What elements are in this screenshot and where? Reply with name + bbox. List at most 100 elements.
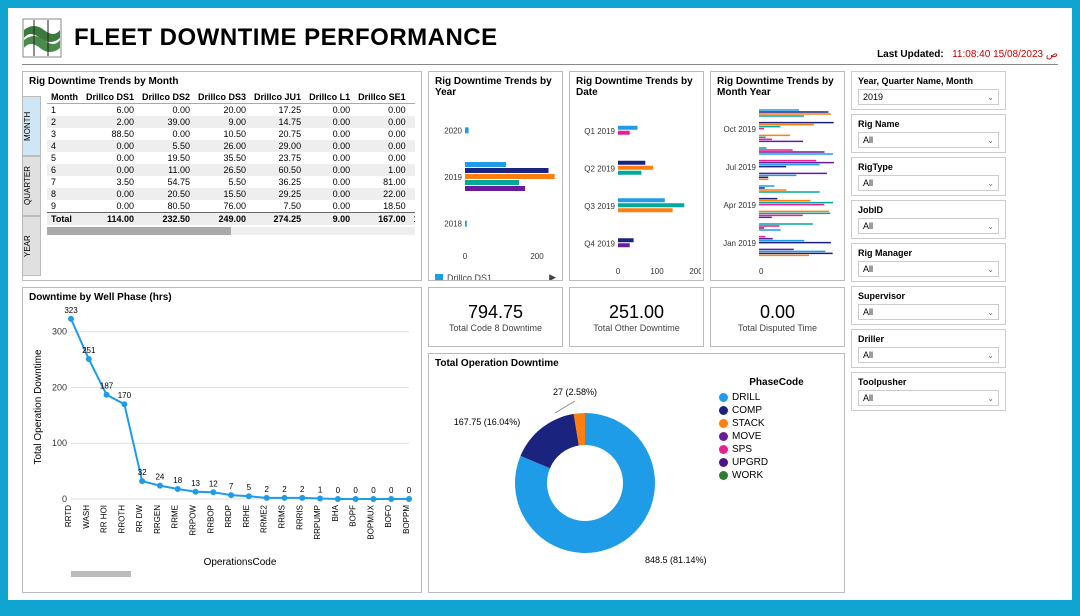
page-title: FLEET DOWNTIME PERFORMANCE: [74, 24, 498, 52]
svg-text:Q4 2019: Q4 2019: [584, 239, 615, 248]
svg-text:RRHE: RRHE: [242, 505, 251, 528]
filter-select[interactable]: All⌄: [858, 261, 999, 277]
filter-label: JobID: [858, 205, 999, 215]
year-legend-nav[interactable]: Drillco DS1 ▶: [435, 272, 556, 281]
table-row[interactable]: 60.0011.0026.5060.500.001.0099.0: [47, 164, 415, 176]
legend-item-move[interactable]: MOVE: [719, 431, 834, 442]
legend-item-sps[interactable]: SPS: [719, 444, 834, 455]
filter-select[interactable]: All⌄: [858, 175, 999, 191]
chevron-down-icon: ⌄: [987, 222, 994, 231]
svg-text:BOPPM: BOPPM: [402, 505, 411, 534]
svg-text:2: 2: [264, 485, 269, 494]
svg-text:300: 300: [52, 327, 67, 337]
svg-text:0: 0: [759, 267, 764, 276]
panel-title: Rig Downtime Trends by Month: [29, 76, 415, 87]
svg-text:7: 7: [229, 482, 234, 491]
svg-text:0: 0: [616, 267, 621, 276]
filter-year-quarter-name-month: Year, Quarter Name, Month 2019⌄: [851, 71, 1006, 110]
tab-month[interactable]: MONTH: [23, 96, 41, 156]
filter-label: RigType: [858, 162, 999, 172]
by-year-chart: 2020201920180200: [435, 102, 560, 267]
svg-text:100: 100: [650, 267, 664, 276]
last-updated: Last Updated: ص 15/08/2023 11:08:40: [877, 49, 1058, 60]
filter-select[interactable]: All⌄: [858, 390, 999, 406]
tab-year[interactable]: YEAR: [23, 216, 41, 276]
filter-rigtype: RigType All⌄: [851, 157, 1006, 196]
table-row[interactable]: 22.0039.009.0014.750.000.0064.7: [47, 116, 415, 128]
app-logo: [22, 18, 62, 58]
table-row[interactable]: 90.0080.5076.007.500.0018.50182.5: [47, 200, 415, 213]
table-row[interactable]: 73.5054.755.5036.250.0081.00181.0: [47, 176, 415, 188]
svg-text:Jan 2019: Jan 2019: [723, 239, 756, 248]
filter-select[interactable]: All⌄: [858, 132, 999, 148]
svg-text:RRBOP: RRBOP: [206, 505, 215, 533]
legend-item-upgrd[interactable]: UPGRD: [719, 457, 834, 468]
svg-text:170: 170: [118, 391, 132, 400]
table-row[interactable]: 80.0020.5015.5029.250.0022.0087.2: [47, 188, 415, 200]
svg-text:0: 0: [62, 494, 67, 504]
donut-legend: PhaseCode DRILLCOMPSTACKMOVESPSUPGRDWORK: [715, 373, 838, 583]
filter-select[interactable]: All⌄: [858, 304, 999, 320]
donut-chart: 27 (2.58%)167.75 (16.04%)848.5 (81.14%): [435, 373, 715, 583]
legend-item-drill[interactable]: DRILL: [719, 392, 834, 403]
legend-item-stack[interactable]: STACK: [719, 418, 834, 429]
svg-text:OperationsCode: OperationsCode: [204, 557, 277, 568]
svg-text:RRME: RRME: [171, 505, 180, 529]
chevron-down-icon: ⌄: [987, 136, 994, 145]
svg-text:RRPUMP: RRPUMP: [313, 505, 322, 540]
filter-label: Rig Name: [858, 119, 999, 129]
chevron-down-icon: ⌄: [987, 308, 994, 317]
trends-by-monthyear-panel: Rig Downtime Trends by Month Year Oct 20…: [710, 71, 845, 281]
filter-toolpusher: Toolpusher All⌄: [851, 372, 1006, 411]
svg-text:Total Operation Downtime: Total Operation Downtime: [33, 349, 44, 464]
legend-swatch-icon: [719, 432, 728, 441]
legend-item-work[interactable]: WORK: [719, 470, 834, 481]
svg-text:WASH: WASH: [82, 505, 91, 529]
svg-text:2020: 2020: [444, 126, 462, 135]
legend-next-icon[interactable]: ▶: [549, 272, 556, 281]
tab-quarter[interactable]: QUARTER: [23, 156, 41, 216]
svg-text:251: 251: [82, 346, 96, 355]
svg-text:32: 32: [138, 468, 147, 477]
svg-text:24: 24: [155, 473, 164, 482]
legend-item-comp[interactable]: COMP: [719, 405, 834, 416]
svg-text:BHA: BHA: [331, 504, 340, 521]
filters-sidebar: Year, Quarter Name, Month 2019⌄Rig Name …: [851, 71, 1006, 593]
svg-text:0: 0: [353, 486, 358, 495]
table-row[interactable]: 16.000.0020.0017.250.000.0043.2: [47, 104, 415, 117]
legend-marker-icon: [435, 274, 443, 282]
period-tabs: MONTH QUARTER YEAR: [23, 96, 41, 276]
filter-select[interactable]: All⌄: [858, 347, 999, 363]
chevron-down-icon: ⌄: [987, 93, 994, 102]
trends-by-month-panel: Rig Downtime Trends by Month MONTH QUART…: [22, 71, 422, 281]
svg-text:Q1 2019: Q1 2019: [584, 127, 615, 136]
svg-text:167.75 (16.04%): 167.75 (16.04%): [454, 417, 521, 427]
header: FLEET DOWNTIME PERFORMANCE Last Updated:…: [22, 18, 1058, 65]
svg-text:2: 2: [282, 485, 287, 494]
filter-select[interactable]: All⌄: [858, 218, 999, 234]
filter-select[interactable]: 2019⌄: [858, 89, 999, 105]
svg-text:RRMS: RRMS: [277, 505, 286, 529]
svg-text:RRGEN: RRGEN: [153, 505, 162, 534]
legend-swatch-icon: [719, 419, 728, 428]
svg-text:13: 13: [191, 479, 200, 488]
svg-text:100: 100: [52, 438, 67, 448]
filter-label: Toolpusher: [858, 377, 999, 387]
table-row[interactable]: 50.0019.5035.5023.750.000.0078.7: [47, 152, 415, 164]
legend-swatch-icon: [719, 406, 728, 415]
table-row[interactable]: 388.500.0010.5020.750.000.00119.7: [47, 128, 415, 140]
filter-jobid: JobID All⌄: [851, 200, 1006, 239]
table-row[interactable]: 40.005.5026.0029.000.000.0060.5: [47, 140, 415, 152]
svg-text:12: 12: [209, 479, 218, 488]
phase-chart: 0100200300323RRTD251WASH187RR HOI170RROT…: [29, 307, 417, 577]
svg-text:1: 1: [318, 485, 323, 494]
legend-swatch-icon: [719, 471, 728, 480]
svg-text:RR DW: RR DW: [135, 505, 144, 533]
svg-text:18: 18: [173, 476, 182, 485]
svg-text:848.5 (81.14%): 848.5 (81.14%): [645, 555, 707, 565]
legend-swatch-icon: [719, 393, 728, 402]
svg-text:2: 2: [300, 485, 305, 494]
table-scrollbar[interactable]: [47, 227, 415, 235]
svg-text:RRME2: RRME2: [260, 504, 269, 533]
table-row[interactable]: Total114.00232.50249.00274.259.00167.001…: [47, 213, 415, 226]
